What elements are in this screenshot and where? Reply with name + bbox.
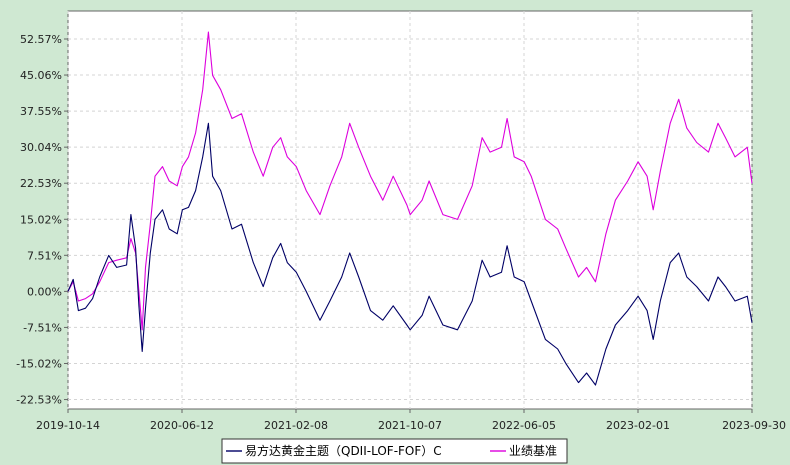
- x-tick-label: 2021-10-07: [378, 419, 442, 432]
- series-lines: [67, 31, 753, 386]
- legend-label-series-2: 业绩基准: [509, 444, 557, 458]
- y-tick-label: -22.53%: [16, 394, 62, 407]
- series-line-1: [67, 122, 753, 386]
- y-tick-label: 22.53%: [20, 177, 62, 190]
- y-tick-label: -15.02%: [16, 357, 62, 370]
- series-line-2: [67, 31, 753, 331]
- x-tick-label: 2023-02-01: [606, 419, 670, 432]
- y-tick-label: 0.00%: [27, 285, 62, 298]
- x-tick-label: 2020-06-12: [150, 419, 214, 432]
- y-tick-label: 7.51%: [27, 249, 62, 262]
- legend: 易方达黄金主题（QDII-LOF-FOF）C 业绩基准: [221, 438, 568, 464]
- y-tick-label: 45.06%: [20, 69, 62, 82]
- x-tick-label: 2023-09-30: [722, 419, 786, 432]
- grid-lines: [67, 11, 753, 409]
- x-tick-label: 2022-06-05: [492, 419, 556, 432]
- x-tick-label: 2019-10-14: [36, 419, 100, 432]
- axis-ticks: 52.57% 45.06% 37.55% 30.04% 22.53% 15.02% 7.51…: [16, 33, 786, 432]
- y-tick-label: 37.55%: [20, 105, 62, 118]
- y-tick-label: 30.04%: [20, 141, 62, 154]
- legend-box: [221, 438, 568, 464]
- y-tick-label: 15.02%: [20, 213, 62, 226]
- y-tick-label: 52.57%: [20, 33, 62, 46]
- legend-label-series-1: 易方达黄金主题（QDII-LOF-FOF）C: [245, 443, 442, 458]
- x-tick-label: 2021-02-08: [264, 419, 328, 432]
- y-tick-label: -7.51%: [23, 321, 62, 334]
